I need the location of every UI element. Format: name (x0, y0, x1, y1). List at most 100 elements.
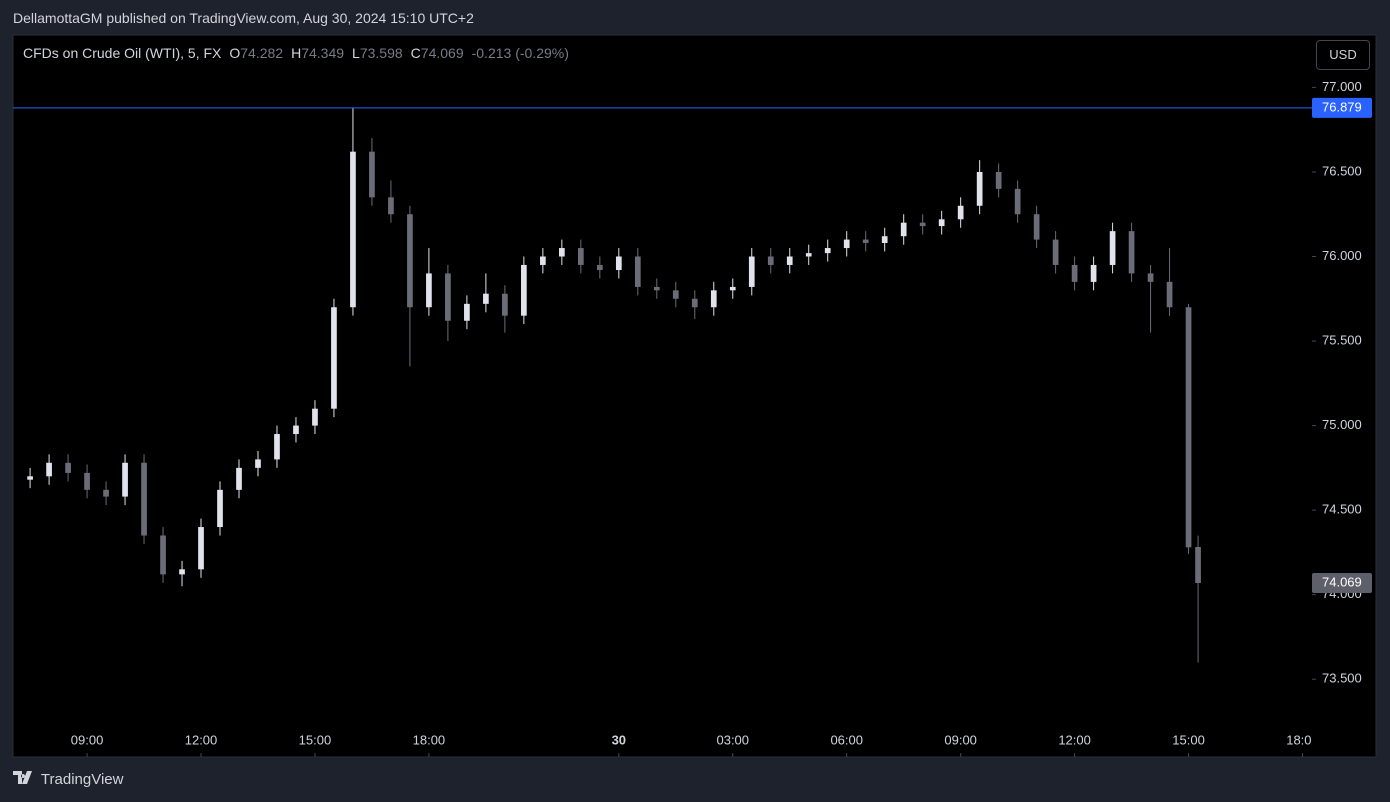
x-tick-label: 15:00 (1172, 732, 1205, 747)
candle-body (957, 205, 964, 220)
brand-name: TradingView (40, 771, 124, 788)
candle-body (805, 253, 812, 257)
last-price-label-box (1312, 573, 1372, 594)
candle-body (255, 459, 261, 468)
candle-body (558, 248, 565, 257)
axes: 73.50074.00074.50075.00075.50076.00076.5… (71, 79, 1372, 757)
plot (13, 107, 1312, 663)
candle-body (1071, 264, 1078, 282)
candle-body (331, 307, 337, 409)
candle-body (369, 151, 375, 198)
symbol-info: CFDs on Crude Oil (WTI), 5, FX O74.282 H74… (23, 45, 569, 61)
ohlc-key: H (291, 45, 302, 61)
candle-body (881, 236, 888, 243)
candle-body (160, 535, 166, 575)
candle-body (274, 434, 280, 460)
candle-body (843, 239, 850, 249)
x-tick-label: 15:00 (299, 732, 332, 747)
candle-body (786, 256, 793, 265)
currency-button[interactable]: USD (1316, 40, 1370, 70)
x-tick-label: 03:00 (716, 732, 749, 747)
high-price-label: 76.879 (1322, 99, 1362, 114)
logo (13, 771, 32, 784)
ohlc-value: 74.282 (240, 45, 284, 61)
x-tick-label: 06:00 (830, 732, 863, 747)
candle-body (407, 214, 413, 308)
ohlc-key: L (352, 45, 360, 61)
candle-body (293, 425, 299, 435)
candle-body (919, 222, 926, 227)
candle-body (862, 239, 869, 243)
candle-body (938, 219, 945, 227)
candle-body (122, 462, 128, 497)
candle-body (179, 569, 185, 575)
candle-body (1014, 188, 1021, 215)
change: -0.213 (-0.29%) (471, 45, 569, 61)
y-tick-label: 76.500 (1322, 163, 1362, 178)
candle-body (141, 462, 147, 536)
x-tick-label: 12:00 (1058, 732, 1091, 747)
candle-body (710, 290, 717, 308)
y-tick-label: 74.500 (1322, 502, 1362, 517)
candle-body (615, 256, 622, 271)
brand: TradingView (13, 771, 123, 788)
candle-body (691, 298, 698, 308)
candle-body (767, 256, 774, 265)
y-tick-label: 76.000 (1322, 248, 1362, 263)
candle-body (1109, 231, 1116, 265)
candle-body (1052, 239, 1059, 265)
x-tick-label: 12:00 (185, 732, 218, 747)
x-tick-label: 18:00 (413, 732, 446, 747)
x-tick-label: 09:00 (71, 732, 104, 747)
y-tick-label: 75.000 (1322, 417, 1362, 432)
x-axis: 09:00 12:00 15:00 18:00 30 03:00 06:00 09:00 12:… (71, 732, 1319, 757)
candle-body (350, 151, 356, 308)
candle-body (653, 286, 660, 291)
ohlc: O74.282 H74.349 L73.598 C74.069 (221, 45, 463, 61)
candle-body (65, 462, 71, 473)
candle-body (1195, 546, 1201, 584)
candle-body (1185, 307, 1192, 548)
ohlc-value: 73.598 (359, 45, 403, 61)
chart-background (12, 34, 1377, 758)
last-price-label: 74.069 (1322, 574, 1362, 589)
candle-body (312, 408, 318, 426)
candle-body (84, 472, 90, 490)
candle-body (729, 286, 736, 291)
candle-body (198, 527, 204, 570)
candle-body (748, 256, 755, 287)
candle-body (388, 197, 394, 215)
candle-body (540, 256, 546, 265)
candle-body (672, 290, 679, 299)
published-info: DellamottaGM published on TradingView.co… (13, 10, 474, 26)
candle-body (46, 462, 52, 477)
ohlc-key: C (410, 45, 421, 61)
candle-body (824, 248, 831, 254)
candle-body (900, 222, 907, 237)
ohlc-value: 74.349 (301, 45, 345, 61)
candle-body (103, 489, 109, 497)
candle-body (217, 489, 223, 528)
candle-body (634, 256, 641, 287)
candle-body (976, 171, 983, 206)
symbol: CFDs on Crude Oil (WTI), 5, FX (23, 45, 222, 61)
candle-body (995, 171, 1002, 189)
candle-body (1166, 281, 1173, 308)
ohlc-key: O (229, 45, 241, 61)
ohlc-value: 74.069 (420, 45, 464, 61)
candle-body (577, 248, 584, 265)
candle-body (27, 476, 33, 480)
candle-body (596, 264, 603, 271)
x-tick-label: 30 (612, 732, 626, 747)
candle-body (1033, 214, 1040, 240)
candle-body (502, 293, 508, 316)
candle-body (1090, 264, 1097, 282)
candle-body (521, 264, 527, 316)
candle-body (464, 303, 470, 321)
x-tick-label: 18:00 (1286, 732, 1319, 747)
candle-body (483, 293, 489, 304)
candle-body (1147, 273, 1154, 282)
y-tick-label: 73.500 (1322, 671, 1362, 686)
